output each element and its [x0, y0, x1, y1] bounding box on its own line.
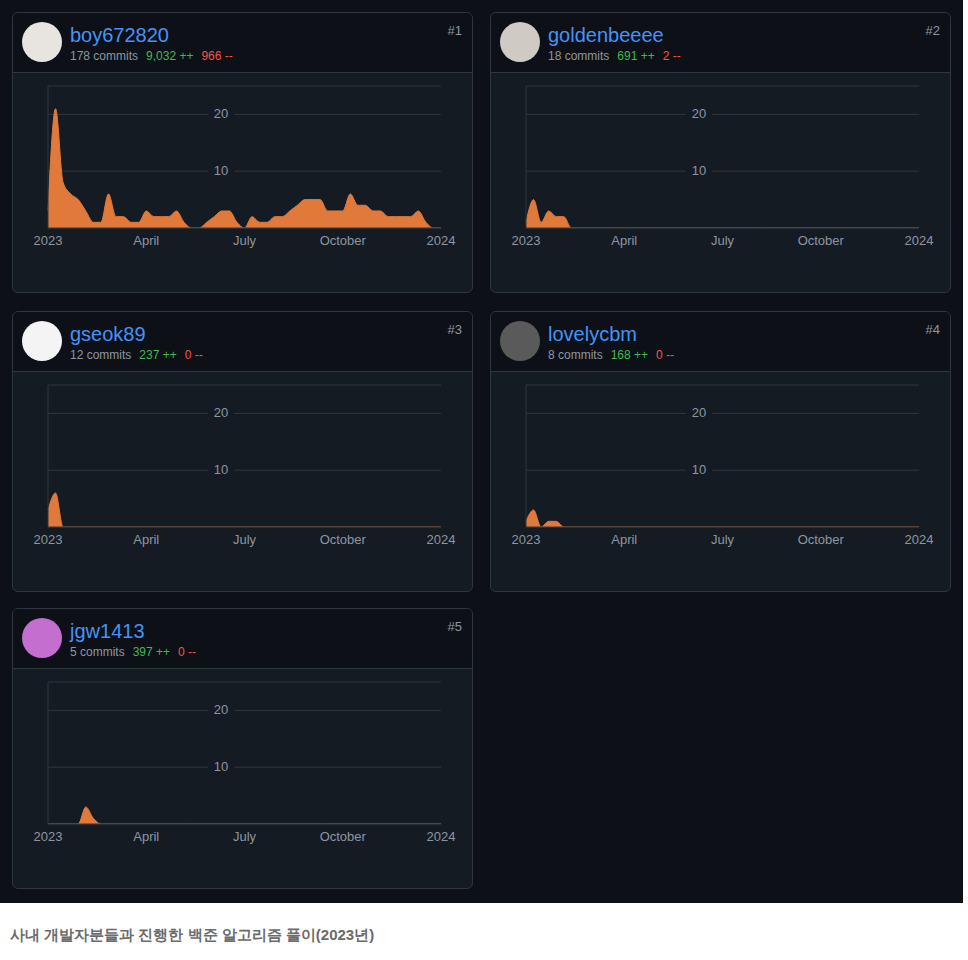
html-text:2 --: 2 -- [662, 49, 681, 63]
svg-text:April: April [611, 532, 637, 547]
svg-text:2023: 2023 [512, 532, 541, 547]
svg-text:2024: 2024 [905, 233, 934, 248]
svg-text:July: July [233, 233, 257, 248]
html-text:#4: #4 [925, 322, 940, 337]
html-text:9,032 ++: 9,032 ++ [146, 49, 194, 63]
html-text:#2: #2 [925, 23, 940, 38]
svg-text:October: October [320, 233, 367, 248]
svg-text:2023: 2023 [34, 532, 63, 547]
html-text:691 ++: 691 ++ [617, 49, 655, 63]
html-text:397 ++: 397 ++ [132, 645, 171, 659]
svg-text:20: 20 [214, 702, 228, 717]
html-text:966 --: 966 -- [201, 49, 233, 63]
svg-text:2023: 2023 [34, 829, 63, 844]
svg-text:October: October [798, 532, 845, 547]
svg-text:10: 10 [214, 759, 228, 774]
svg-text:10: 10 [214, 163, 228, 178]
html-text:0 --: 0 -- [184, 348, 203, 362]
svg-text:July: July [711, 233, 735, 248]
html-text:237 ++: 237 ++ [139, 348, 177, 362]
html-text:5 commits: 5 commits [70, 645, 125, 659]
svg-text:20: 20 [692, 405, 706, 420]
svg-text:2024: 2024 [427, 532, 456, 547]
svg-text:10: 10 [692, 163, 706, 178]
svg-text:July: July [711, 532, 735, 547]
svg-text:10: 10 [692, 462, 706, 477]
svg-text:2024: 2024 [427, 233, 456, 248]
svg-text:October: October [320, 532, 367, 547]
svg-text:April: April [133, 829, 159, 844]
html-text:#5: #5 [447, 619, 462, 634]
svg-text:July: July [233, 532, 257, 547]
svg-text:October: October [798, 233, 845, 248]
svg-text:2024: 2024 [905, 532, 934, 547]
svg-text:July: July [233, 829, 257, 844]
html-text:lovelycbm: lovelycbm [548, 323, 637, 345]
html-text:#3: #3 [447, 322, 462, 337]
html-text:0 --: 0 -- [178, 645, 197, 659]
svg-text:20: 20 [214, 106, 228, 121]
svg-text:April: April [611, 233, 637, 248]
html-text:178 commits: 178 commits [70, 49, 138, 63]
html-text:8 commits: 8 commits [548, 348, 603, 362]
html-text:boy672820: boy672820 [70, 24, 169, 46]
html-text:12 commits: 12 commits [70, 348, 132, 362]
svg-text:10: 10 [214, 462, 228, 477]
html-text:gseok89: gseok89 [70, 323, 146, 345]
svg-text:April: April [133, 233, 159, 248]
html-text:18 commits: 18 commits [548, 49, 610, 63]
html-text:0 --: 0 -- [656, 348, 675, 362]
svg-text:20: 20 [214, 405, 228, 420]
svg-text:2023: 2023 [512, 233, 541, 248]
html-text:#1: #1 [447, 23, 462, 38]
html-text:168 ++: 168 ++ [610, 348, 649, 362]
svg-text:April: April [133, 532, 159, 547]
svg-text:20: 20 [692, 106, 706, 121]
html-text:jgw1413: jgw1413 [70, 620, 145, 642]
svg-text:October: October [320, 829, 367, 844]
svg-text:2023: 2023 [34, 233, 63, 248]
svg-text:2024: 2024 [427, 829, 456, 844]
html-text:goldenbeeee: goldenbeeee [548, 24, 664, 46]
html-text:사내 개발자분들과 진행한 백준 알고리즘 풀이(2023년: 사내 개발자분들과 진행한 백준 알고리즘 풀이(2023년) [10, 926, 375, 943]
